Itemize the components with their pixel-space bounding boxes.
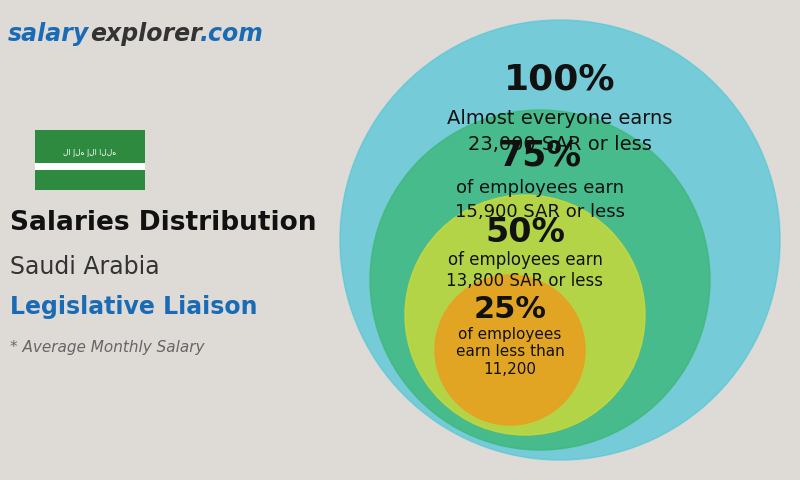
FancyBboxPatch shape [35, 130, 145, 190]
Text: salary: salary [8, 22, 90, 46]
Circle shape [340, 20, 780, 460]
Text: * Average Monthly Salary: * Average Monthly Salary [10, 340, 205, 355]
Text: 75%: 75% [498, 138, 582, 172]
Text: .com: .com [200, 22, 264, 46]
Text: 13,800 SAR or less: 13,800 SAR or less [446, 272, 603, 290]
Text: 15,900 SAR or less: 15,900 SAR or less [455, 203, 625, 221]
Text: explorer: explorer [90, 22, 202, 46]
Circle shape [435, 275, 585, 425]
Text: 50%: 50% [485, 216, 565, 249]
Circle shape [370, 110, 710, 450]
Text: لا إله إلا الله: لا إله إلا الله [63, 148, 117, 157]
Text: of employees earn: of employees earn [447, 251, 602, 269]
Text: 11,200: 11,200 [483, 362, 537, 377]
Text: of employees earn: of employees earn [456, 179, 624, 197]
Text: Almost everyone earns: Almost everyone earns [447, 108, 673, 128]
Text: 25%: 25% [474, 296, 546, 324]
Text: 23,000 SAR or less: 23,000 SAR or less [468, 135, 652, 155]
Text: Saudi Arabia: Saudi Arabia [10, 255, 160, 279]
Text: of employees: of employees [458, 326, 562, 341]
Text: earn less than: earn less than [456, 345, 564, 360]
Circle shape [405, 195, 645, 435]
Text: Salaries Distribution: Salaries Distribution [10, 210, 317, 236]
Text: Legislative Liaison: Legislative Liaison [10, 295, 258, 319]
Text: 100%: 100% [504, 63, 616, 97]
FancyBboxPatch shape [35, 163, 145, 170]
